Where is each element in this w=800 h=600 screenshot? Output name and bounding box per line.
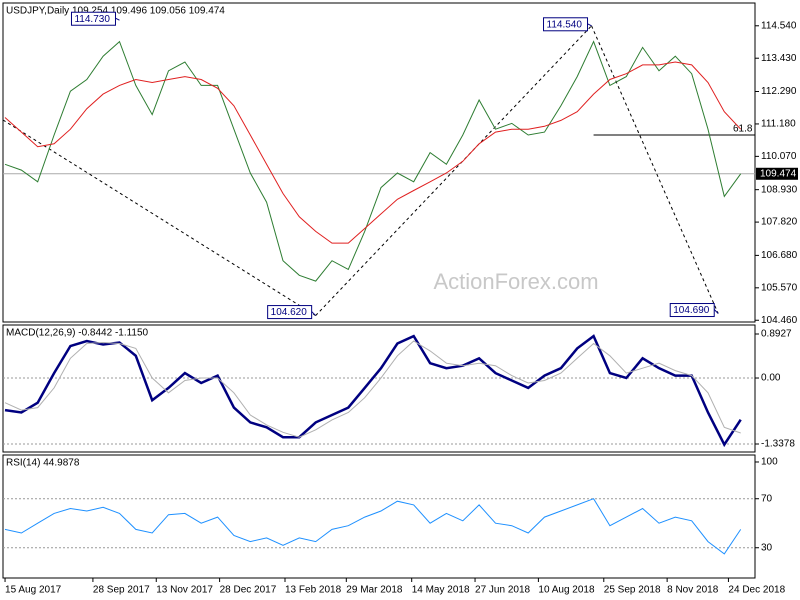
last-price-label: 109.474 [760,168,797,179]
series-line [4,498,742,555]
x-tick-label: 8 Nov 2018 [667,585,719,596]
x-tick-label: 27 Jun 2018 [475,585,530,596]
panel-title: USDJPY,Daily 109.254 109.496 109.056 109… [6,6,225,17]
series-line [4,40,742,282]
y-tick-label: 114.540 [761,20,797,31]
y-tick-label: 110.070 [761,151,797,162]
y-tick-label: 112.290 [761,86,797,97]
y-tick-label: 0.00 [761,373,781,384]
panel-title: RSI(14) 44.9878 [6,458,80,469]
x-tick-label: 24 Dec 2018 [728,585,785,596]
series-line [4,334,742,448]
panel-title: MACD(12,26,9) -0.8442 -1.1150 [6,328,149,339]
y-tick-label: 108.930 [761,184,798,195]
annotation-label: 114.540 [547,19,583,30]
y-tick-label: 105.570 [761,282,798,293]
fib-label: 61.8 [733,124,753,135]
annotation-leader [115,17,120,21]
annotation-leader [311,311,317,316]
last-price-tag [756,167,798,180]
x-tick-label: 14 May 2018 [412,585,470,596]
trend-line [591,25,719,314]
series-line [4,61,742,244]
y-tick-label: -1.3378 [761,439,795,450]
y-tick-label: 100 [761,457,778,468]
x-tick-label: 10 Aug 2018 [538,585,595,596]
annotation-leader [587,23,592,27]
annotation-label: 114.730 [74,14,110,25]
y-tick-label: 106.680 [761,250,798,261]
series-line [4,340,741,438]
trend-line [315,25,592,316]
x-tick-label: 13 Nov 2017 [156,585,213,596]
annotation-leader [713,309,719,314]
x-tick-label: 29 Mar 2018 [346,585,403,596]
y-tick-label: 111.180 [761,119,796,130]
x-tick-label: 28 Sep 2017 [93,585,150,596]
y-tick-label: 0.8927 [761,329,792,340]
panel-frame [2,2,756,323]
x-tick-label: 25 Sep 2018 [604,585,661,596]
y-tick-label: 104.460 [761,315,798,326]
annotation-label: 104.690 [673,305,710,316]
panel-frame [2,454,756,579]
y-tick-label: 113.430 [761,53,797,64]
y-tick-label: 107.820 [761,217,798,228]
x-tick-label: 15 Aug 2017 [5,585,62,596]
annotation-label: 104.620 [271,307,308,318]
y-tick-label: 30 [761,542,773,553]
x-tick-label: 28 Dec 2017 [220,585,277,596]
x-tick-label: 13 Feb 2018 [285,585,342,596]
watermark: ActionForex.com [433,269,598,294]
trend-line [2,119,316,316]
y-tick-label: 70 [761,493,773,504]
panel-frame [2,324,756,453]
